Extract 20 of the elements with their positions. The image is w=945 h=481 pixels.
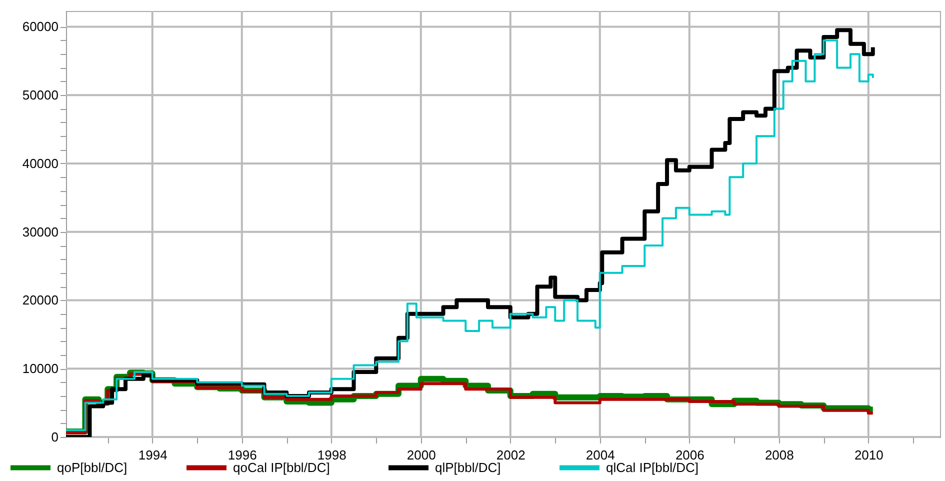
y-tick-label: 40000 — [22, 156, 58, 171]
y-tick-label: 0 — [51, 430, 58, 444]
y-tick-label: 20000 — [22, 292, 58, 308]
legend-label: qlCal IP[bbl/DC] — [606, 460, 698, 475]
y-tick-label: 50000 — [22, 88, 58, 103]
legend-label: qoCal IP[bbl/DC] — [233, 460, 330, 475]
y-tick-label: 60000 — [22, 19, 58, 34]
x-tick-label: 1994 — [138, 448, 168, 462]
x-tick-label: 1998 — [317, 448, 346, 462]
y-tick-label: 30000 — [22, 224, 58, 240]
y-tick-label: 10000 — [22, 361, 58, 376]
legend-label: qlP[bbl/DC] — [435, 460, 501, 475]
x-tick-label: 2002 — [496, 448, 526, 462]
x-tick-label: 2010 — [854, 448, 884, 462]
legend-label: qoP[bbl/DC] — [57, 460, 128, 475]
x-tick-label: 1996 — [228, 448, 257, 462]
x-tick-label: 2000 — [406, 448, 436, 462]
x-tick-label: 2004 — [586, 448, 615, 462]
x-tick-label: 2006 — [675, 448, 704, 462]
x-tick-label: 2008 — [764, 448, 794, 462]
